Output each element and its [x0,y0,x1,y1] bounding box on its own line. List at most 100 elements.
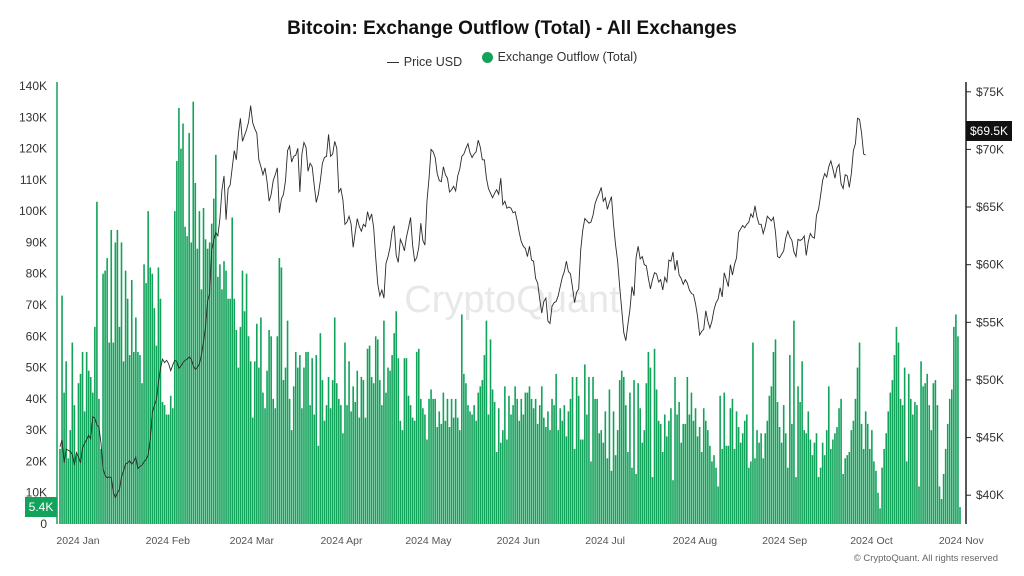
outflow-bar [817,477,820,524]
outflow-bar [165,414,168,524]
outflow-bar [422,408,424,524]
outflow-bar [528,386,531,524]
outflow-bar [893,355,896,524]
outflow-bar [102,273,104,524]
outflow-bar [957,336,959,524]
outflow-bar [815,433,818,524]
outflow-bar [719,395,721,524]
outflow-bar [926,373,928,524]
outflow-bar [584,364,586,524]
outflow-bars [59,101,961,525]
outflow-bar [868,448,871,524]
outflow-bar [182,123,184,524]
outflow-bar [128,355,131,524]
outflow-bar [702,408,705,524]
outflow-bar [118,326,121,524]
outflow-bar [821,442,824,524]
outflow-bar [922,386,924,524]
outflow-bar [510,414,512,524]
outflow-bar [364,417,367,524]
outflow-bar [385,392,387,524]
outflow-bar [571,376,574,524]
left-tick-label: 100K [19,204,47,218]
outflow-bar [120,242,123,524]
outflow-bar [297,367,299,524]
outflow-bar [733,448,736,524]
outflow-bar [85,351,88,524]
outflow-bar [192,101,195,524]
right-tick-label: $45K [976,431,1004,445]
x-tick-label: 2024 Jun [497,535,540,547]
legend-item-outflow[interactable]: Exchange Outflow (Total) [481,50,638,64]
x-tick-label: 2024 Mar [230,535,275,547]
outflow-bar [686,376,689,524]
outflow-bar [834,433,836,524]
outflow-bar [352,386,354,524]
outflow-bar [823,455,826,524]
outflow-bar [600,430,603,524]
outflow-bar [729,408,732,524]
outflow-bar [219,264,221,524]
outflow-bar [231,217,234,524]
outflow-bar [631,467,633,524]
outflow-bar [639,408,641,524]
outflow-bar [403,358,406,524]
outflow-bar [745,414,748,524]
x-tick-label: 2024 Feb [146,535,191,547]
outflow-bar [379,380,381,524]
outflow-bar [130,279,133,524]
outflow-bar [502,430,504,524]
outflow-bar [430,389,432,524]
outflow-bar [674,376,676,524]
outflow-bar [555,373,557,524]
outflow-bar [428,398,430,524]
outflow-bar [830,448,832,524]
outflow-bar [871,430,873,524]
outflow-bar [139,355,141,524]
outflow-bar [256,323,258,524]
outflow-bar [944,448,947,524]
outflow-bar [438,411,441,524]
outflow-bar [194,182,197,525]
outflow-bar [512,405,514,524]
legend-label-outflow: Exchange Outflow (Total) [497,50,638,64]
outflow-bar [553,405,555,524]
outflow-bar [499,442,502,524]
outflow-bar [520,398,523,524]
outflow-bar [485,320,488,524]
outflow-bar [860,423,863,524]
left-tick-label: 80K [26,267,47,281]
outflow-bar [678,401,680,524]
outflow-bar [727,445,730,524]
outflow-bar [930,430,933,524]
outflow-bar [61,295,63,524]
outflow-bar [206,248,209,524]
outflow-bar [340,405,342,524]
outflow-bar [575,376,578,524]
outflow-bar [895,326,898,524]
copyright-notice: © CryptoQuant. All rights reserved [853,553,998,564]
outflow-bar [522,414,525,524]
outflow-bar [212,198,215,524]
outflow-bar [594,398,596,524]
outflow-bar [768,395,771,524]
outflow-bar [844,458,846,524]
outflow-bar [832,439,834,524]
outflow-bar [264,408,266,524]
outflow-bar [409,405,412,524]
outflow-bar [75,455,78,524]
outflow-bar [381,405,383,524]
outflow-bar [215,154,217,524]
outflow-bar [811,455,814,524]
right-tick-label: $40K [976,488,1004,502]
outflow-bar [417,348,420,524]
outflow-bar [342,433,344,524]
legend-item-price[interactable]: Price USD [386,55,462,69]
outflow-bar [590,461,592,524]
outflow-bar [274,408,277,524]
outflow-bar [885,433,887,524]
outflow-bar [161,401,164,524]
outflow-bar [778,427,781,524]
outflow-bar [643,430,646,524]
outflow-bar [793,320,795,524]
